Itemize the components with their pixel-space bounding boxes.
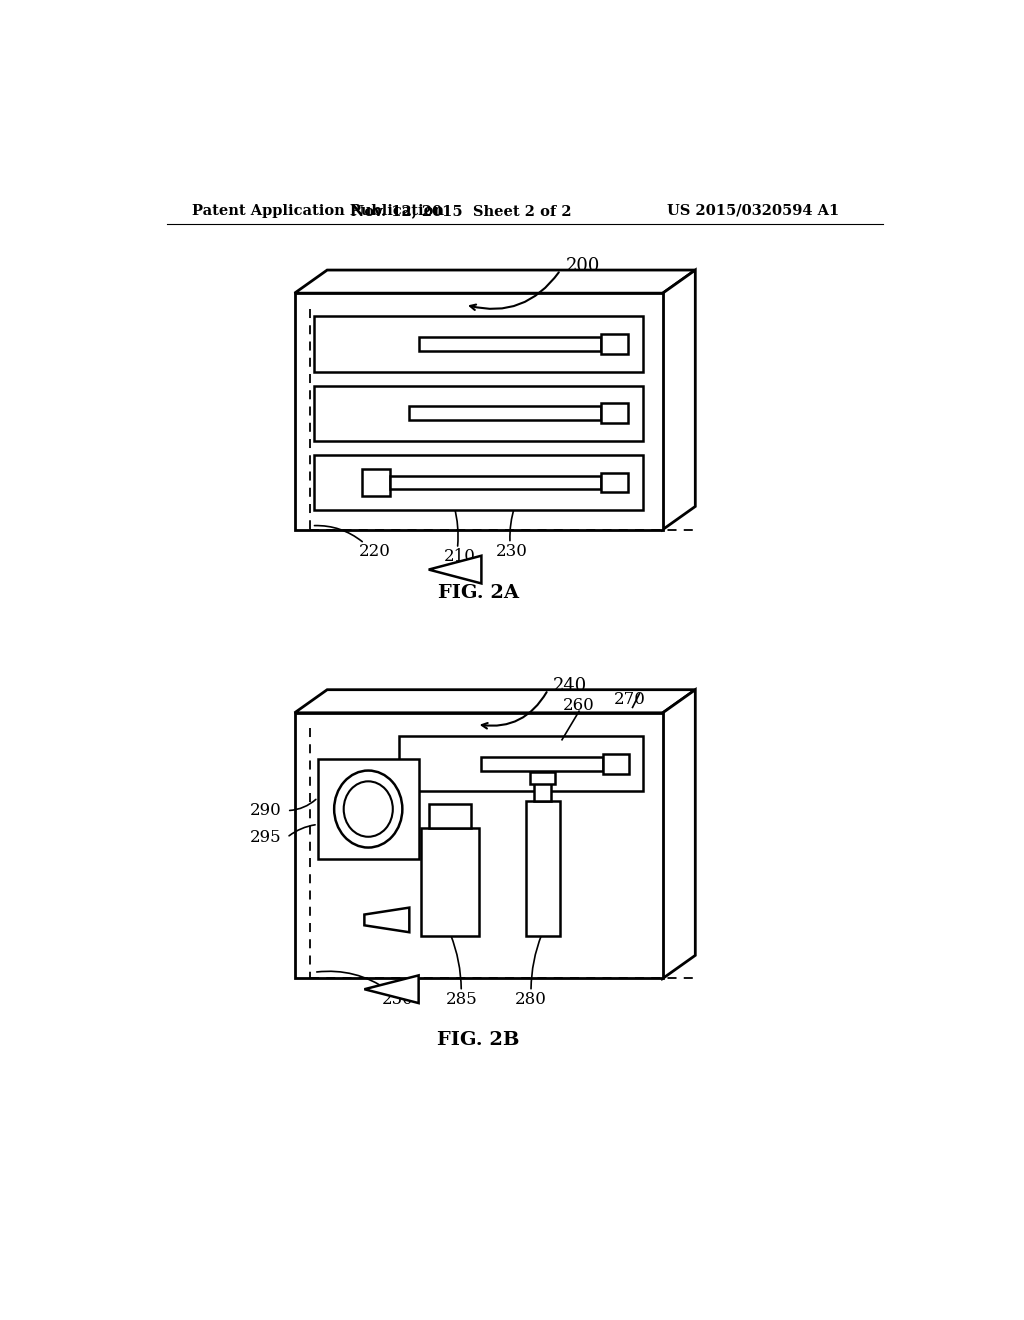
Text: 280: 280	[515, 991, 547, 1007]
Text: Nov. 12, 2015  Sheet 2 of 2: Nov. 12, 2015 Sheet 2 of 2	[351, 203, 571, 218]
Polygon shape	[295, 271, 695, 293]
Text: 260: 260	[563, 697, 595, 714]
Bar	[362, 469, 390, 496]
Polygon shape	[663, 271, 695, 529]
Text: 285: 285	[445, 991, 477, 1007]
Bar	[295, 293, 663, 529]
Bar	[601, 404, 628, 424]
Text: US 2015/0320594 A1: US 2015/0320594 A1	[667, 203, 839, 218]
Bar	[317, 759, 419, 859]
Bar	[603, 754, 630, 774]
Text: FIG. 2A: FIG. 2A	[438, 585, 519, 602]
Text: 290: 290	[250, 803, 282, 820]
Polygon shape	[365, 908, 410, 932]
Bar	[410, 407, 601, 420]
Bar	[601, 334, 628, 354]
Text: 230: 230	[496, 543, 527, 560]
Polygon shape	[295, 689, 695, 713]
Bar	[429, 804, 471, 829]
Text: 220: 220	[358, 543, 390, 560]
Bar	[399, 737, 643, 792]
Bar	[535, 772, 551, 801]
Text: 250: 250	[382, 991, 414, 1007]
Bar	[481, 756, 603, 771]
Ellipse shape	[344, 781, 393, 837]
Text: 200: 200	[566, 257, 600, 275]
Polygon shape	[365, 975, 419, 1003]
Bar	[314, 455, 643, 511]
Bar	[601, 474, 628, 492]
Bar	[314, 385, 643, 441]
Text: 210: 210	[443, 548, 475, 565]
Bar	[295, 713, 663, 978]
Text: 240: 240	[553, 677, 587, 694]
Text: 295: 295	[250, 829, 282, 846]
Polygon shape	[429, 556, 481, 583]
Bar	[390, 477, 601, 488]
Bar	[419, 337, 601, 351]
Polygon shape	[663, 689, 695, 978]
Ellipse shape	[334, 771, 402, 847]
Bar	[421, 829, 479, 936]
Bar	[525, 801, 560, 936]
Bar	[314, 317, 643, 372]
Text: 270: 270	[614, 692, 646, 709]
Text: FIG. 2B: FIG. 2B	[437, 1031, 519, 1049]
Text: Patent Application Publication: Patent Application Publication	[191, 203, 443, 218]
Bar	[530, 772, 555, 784]
